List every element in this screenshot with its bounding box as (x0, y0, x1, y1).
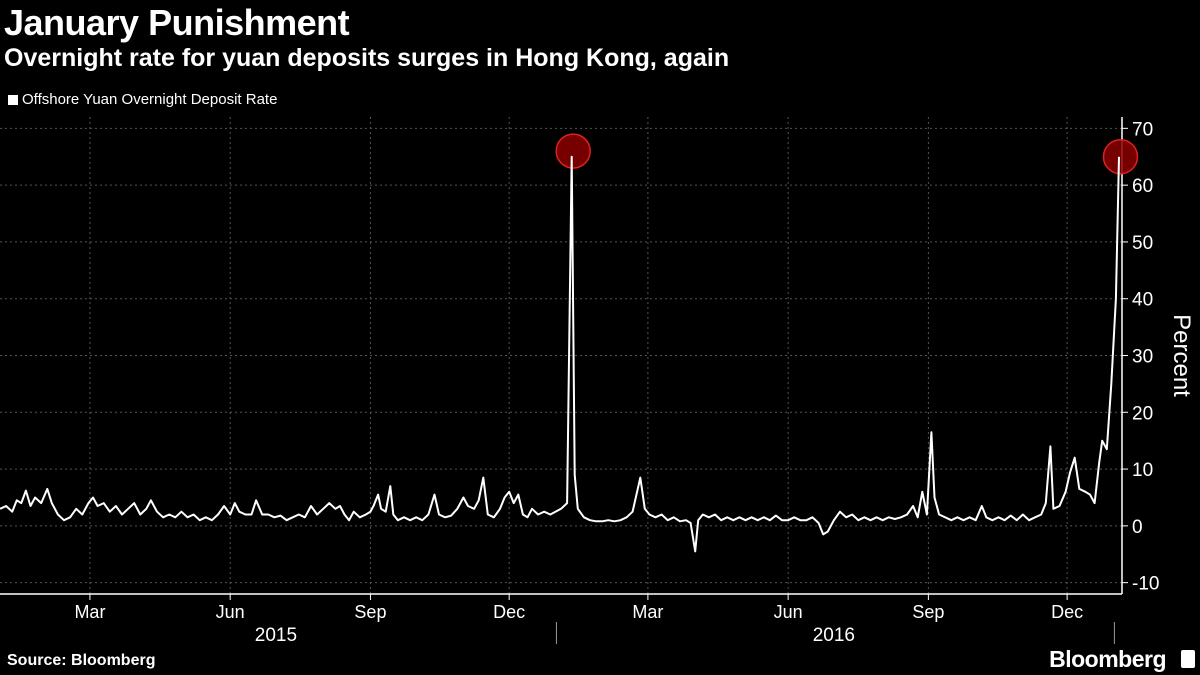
chart-subtitle: Overnight rate for yuan deposits surges … (4, 44, 730, 72)
source-note: Source: Bloomberg (7, 652, 156, 669)
highlight-marker (1102, 139, 1139, 175)
x-tick-label: Sep (354, 602, 386, 622)
series-line (0, 155, 1120, 553)
x-tick-label: Mar (74, 602, 105, 622)
x-tick-label: Dec (493, 602, 525, 622)
legend: Offshore Yuan Overnight Deposit Rate (8, 91, 277, 108)
x-tick-label: Dec (1051, 602, 1083, 622)
x-tick-label: Jun (774, 602, 803, 622)
legend-label: Offshore Yuan Overnight Deposit Rate (22, 91, 278, 108)
y-axis-label: Percent (1168, 314, 1195, 397)
chart-title: January Punishment (4, 2, 350, 43)
x-tick-label: Mar (632, 602, 663, 622)
x-tick-label: Sep (912, 602, 944, 622)
x-year-label: 2016 (813, 625, 855, 646)
y-tick-label: 0 (1132, 517, 1143, 538)
highlight-marker (555, 133, 591, 169)
y-tick-label: 10 (1132, 460, 1153, 481)
y-tick-label: 70 (1132, 119, 1153, 140)
y-tick-label: 30 (1132, 347, 1153, 368)
brand-logo: Bloomberg (1049, 646, 1166, 672)
y-tick-label: 50 (1132, 233, 1153, 254)
brand-badge-icon (1181, 650, 1195, 668)
y-tick-label: 40 (1132, 290, 1153, 311)
x-tick-label: Jun (216, 602, 245, 622)
x-year-label: 2015 (255, 625, 297, 646)
y-tick-label: -10 (1132, 574, 1159, 595)
y-tick-label: 20 (1132, 403, 1153, 424)
y-tick-label: 60 (1132, 176, 1153, 197)
legend-swatch (8, 94, 18, 105)
